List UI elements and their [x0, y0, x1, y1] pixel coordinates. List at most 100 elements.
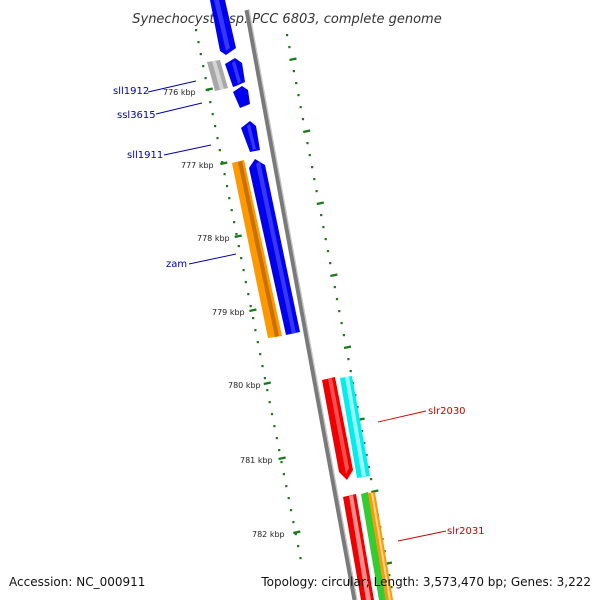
outer-track-dot: [360, 430, 364, 433]
tick-label-779: 779 kbp: [212, 308, 245, 317]
ruler-dot: [252, 317, 255, 320]
ruler-dot: [221, 161, 224, 164]
ruler-dot: [202, 65, 205, 68]
ruler-major-tick: [293, 530, 301, 535]
ruler-dot: [278, 449, 281, 452]
ruler-dot: [299, 557, 302, 560]
genome-backbone: [244, 9, 358, 600]
ruler-dot: [256, 341, 259, 344]
ruler-tick-labels: 776 kbp 777 kbp 778 kbp 779 kbp 780 kbp …: [163, 88, 285, 539]
gene-ssl3615[interactable]: [233, 86, 250, 108]
ruler-dot: [289, 509, 293, 512]
ruler-dot: [195, 29, 198, 32]
ruler-dot: [247, 293, 250, 296]
ruler-dot: [216, 137, 219, 140]
outer-track-dot: [333, 286, 336, 289]
outer-track-dot: [342, 334, 345, 337]
ruler-major-tick: [234, 234, 242, 239]
ruler-dot: [261, 365, 264, 368]
ruler-dot: [233, 221, 236, 224]
ruler-dot: [280, 461, 283, 464]
tick-label-777: 777 kbp: [181, 161, 214, 170]
outer-track-dot: [308, 154, 311, 157]
ruler-dot: [249, 305, 252, 308]
tick-label-781: 781 kbp: [240, 456, 273, 465]
ruler-dot: [230, 209, 233, 212]
outer-track-dot: [292, 70, 295, 73]
ruler-dot: [225, 185, 229, 188]
ruler-dot: [254, 329, 257, 332]
label-ssl3615[interactable]: ssl3615: [117, 110, 156, 121]
outer-track-dot: [367, 466, 370, 469]
topology-text: Topology: circular; Length: 3,573,470 bp…: [261, 575, 591, 589]
ruler-dot: [211, 113, 214, 116]
ruler-dot: [268, 401, 271, 404]
ruler-dot: [242, 269, 245, 272]
outer-track-dot: [365, 454, 368, 457]
outer-track-dot: [349, 370, 352, 373]
outer-track-dot: [288, 46, 291, 49]
outer-track-dot: [322, 226, 325, 229]
outer-track-dot: [286, 34, 289, 37]
accession-text: Accession: NC_000911: [9, 575, 146, 589]
ruler-dot: [259, 353, 262, 356]
ruler-dot: [273, 425, 276, 428]
kbp-ruler: [195, 29, 302, 560]
ruler-dot: [235, 233, 238, 236]
tick-label-782: 782 kbp: [252, 530, 285, 539]
ruler-dot: [197, 41, 200, 44]
outer-track-dot: [295, 82, 298, 85]
ruler-major-tick: [205, 87, 213, 92]
tick-label-778: 778 kbp: [197, 234, 230, 243]
outer-track-dot: [324, 238, 327, 241]
outer-track-dot: [335, 298, 339, 301]
ruler-dot: [297, 545, 300, 548]
ruler-dot: [218, 149, 221, 152]
outer-track-dot: [299, 106, 302, 109]
ruler-dot: [214, 125, 217, 128]
label-sll1911[interactable]: sll1911: [127, 150, 163, 161]
ruler-dot: [244, 281, 247, 284]
outer-track-dot: [311, 166, 314, 169]
label-slr2030[interactable]: slr2030: [428, 406, 466, 417]
outer-track-tick: [343, 345, 352, 350]
ruler-dot: [237, 245, 240, 248]
outer-track-dot: [313, 178, 316, 181]
outer-track-tick: [330, 273, 338, 278]
forward-genes: [207, 0, 300, 338]
ruler-dot: [263, 377, 266, 380]
outer-track-dot: [306, 142, 309, 145]
ruler-dot: [294, 533, 297, 536]
outer-track-dot: [370, 478, 373, 481]
tick-label-776: 776 kbp: [163, 88, 196, 97]
ruler-major-tick: [249, 308, 257, 313]
ruler-dot: [223, 173, 226, 176]
outer-track-dot: [340, 322, 343, 325]
ruler-dot: [209, 101, 212, 104]
outer-track-dot: [326, 250, 330, 253]
outer-track-dot: [390, 586, 393, 589]
ruler-major-tick: [220, 161, 228, 166]
outer-track-dot: [320, 214, 323, 217]
reverse-genes: [322, 376, 393, 600]
ruler-dot: [292, 521, 295, 524]
ruler-dot: [228, 197, 231, 200]
gene-green[interactable]: [361, 492, 386, 600]
outer-track-tick: [302, 129, 311, 134]
label-zam[interactable]: zam: [166, 259, 187, 270]
ruler-dot: [270, 413, 274, 416]
outer-track-tick: [289, 57, 297, 62]
ruler-dot: [287, 497, 290, 500]
ruler-dot: [266, 389, 269, 392]
map-title: Synechocystis sp. PCC 6803, complete gen…: [132, 12, 441, 27]
ruler-dot: [240, 257, 243, 260]
ruler-dot: [285, 485, 288, 488]
label-sll1912[interactable]: sll1912: [113, 86, 149, 97]
tick-label-780: 780 kbp: [228, 381, 261, 390]
outer-track-tick: [371, 489, 379, 494]
gene-labels: sll1912 ssl3615 sll1911 zam slr2030 slr2…: [113, 80, 485, 542]
label-slr2031[interactable]: slr2031: [447, 526, 485, 537]
ruler-major-tick: [263, 381, 272, 386]
ruler-major-tick: [278, 456, 286, 461]
